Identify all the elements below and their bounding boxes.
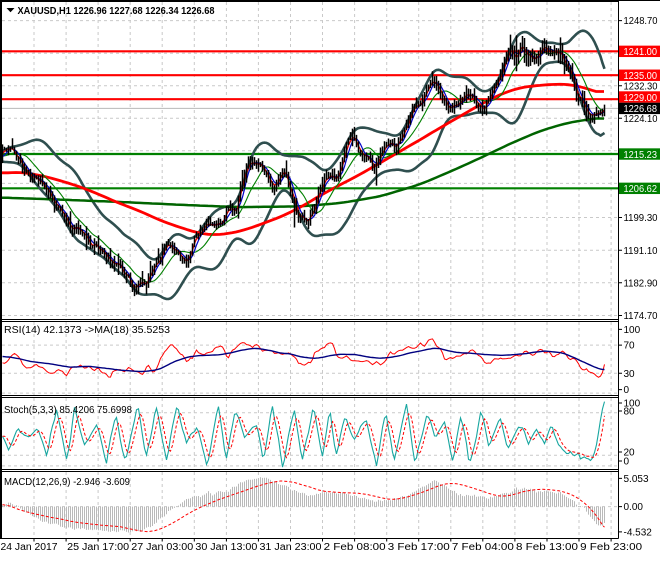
svg-text:27 Jan 03:00: 27 Jan 03:00 <box>131 542 193 553</box>
svg-text:70: 70 <box>624 341 636 352</box>
svg-text:3 Feb 17:00: 3 Feb 17:00 <box>388 542 451 553</box>
svg-text:30: 30 <box>624 369 636 380</box>
svg-text:1182.90: 1182.90 <box>624 278 658 289</box>
svg-text:9 Feb 23:00: 9 Feb 23:00 <box>580 542 643 553</box>
svg-text:1248.70: 1248.70 <box>624 16 658 27</box>
svg-text:1229.00: 1229.00 <box>624 93 658 104</box>
svg-text:MACD(12,26,9) -2.946 -3.609: MACD(12,26,9) -2.946 -3.609 <box>4 477 130 488</box>
svg-text:8 Feb 13:00: 8 Feb 13:00 <box>516 542 579 553</box>
svg-text:1235.00: 1235.00 <box>624 71 658 82</box>
svg-text:XAUUSD,H1 1226.96 1227.68 122: XAUUSD,H1 1226.96 1227.68 1226.34 1226.6… <box>18 5 215 17</box>
svg-text:7 Feb 04:00: 7 Feb 04:00 <box>452 542 515 553</box>
svg-text:1174.70: 1174.70 <box>624 311 658 322</box>
svg-text:24 Jan 2017: 24 Jan 2017 <box>1 542 58 553</box>
svg-text:100: 100 <box>624 399 641 410</box>
svg-text:1224.10: 1224.10 <box>624 114 658 125</box>
svg-text:2 Feb 08:00: 2 Feb 08:00 <box>324 542 387 553</box>
svg-text:5.053: 5.053 <box>624 474 649 485</box>
svg-text:1241.00: 1241.00 <box>624 47 658 58</box>
svg-text:0.00: 0.00 <box>624 502 644 513</box>
svg-text:1232.30: 1232.30 <box>624 81 658 92</box>
svg-text:20: 20 <box>624 448 636 459</box>
svg-text:1191.10: 1191.10 <box>624 246 658 257</box>
svg-text:80: 80 <box>624 407 636 418</box>
svg-text:0: 0 <box>624 457 630 468</box>
svg-text:Stoch(5,3,3) 85.4206 75.6998: Stoch(5,3,3) 85.4206 75.6998 <box>4 405 132 416</box>
svg-text:31 Jan 23:00: 31 Jan 23:00 <box>259 542 321 553</box>
svg-text:25 Jan 17:00: 25 Jan 17:00 <box>67 542 129 553</box>
svg-text:1206.62: 1206.62 <box>624 184 658 195</box>
svg-text:100: 100 <box>624 325 641 336</box>
svg-text:1199.30: 1199.30 <box>624 213 658 224</box>
svg-text:1215.23: 1215.23 <box>624 150 658 161</box>
svg-text:0: 0 <box>624 385 630 396</box>
svg-text:-4.532: -4.532 <box>624 528 653 539</box>
svg-text:RSI(14) 42.1373 ->MA(18) 35.5: RSI(14) 42.1373 ->MA(18) 35.5253 <box>4 325 170 336</box>
svg-text:1226.68: 1226.68 <box>624 104 658 115</box>
svg-text:30 Jan 13:00: 30 Jan 13:00 <box>195 542 257 553</box>
